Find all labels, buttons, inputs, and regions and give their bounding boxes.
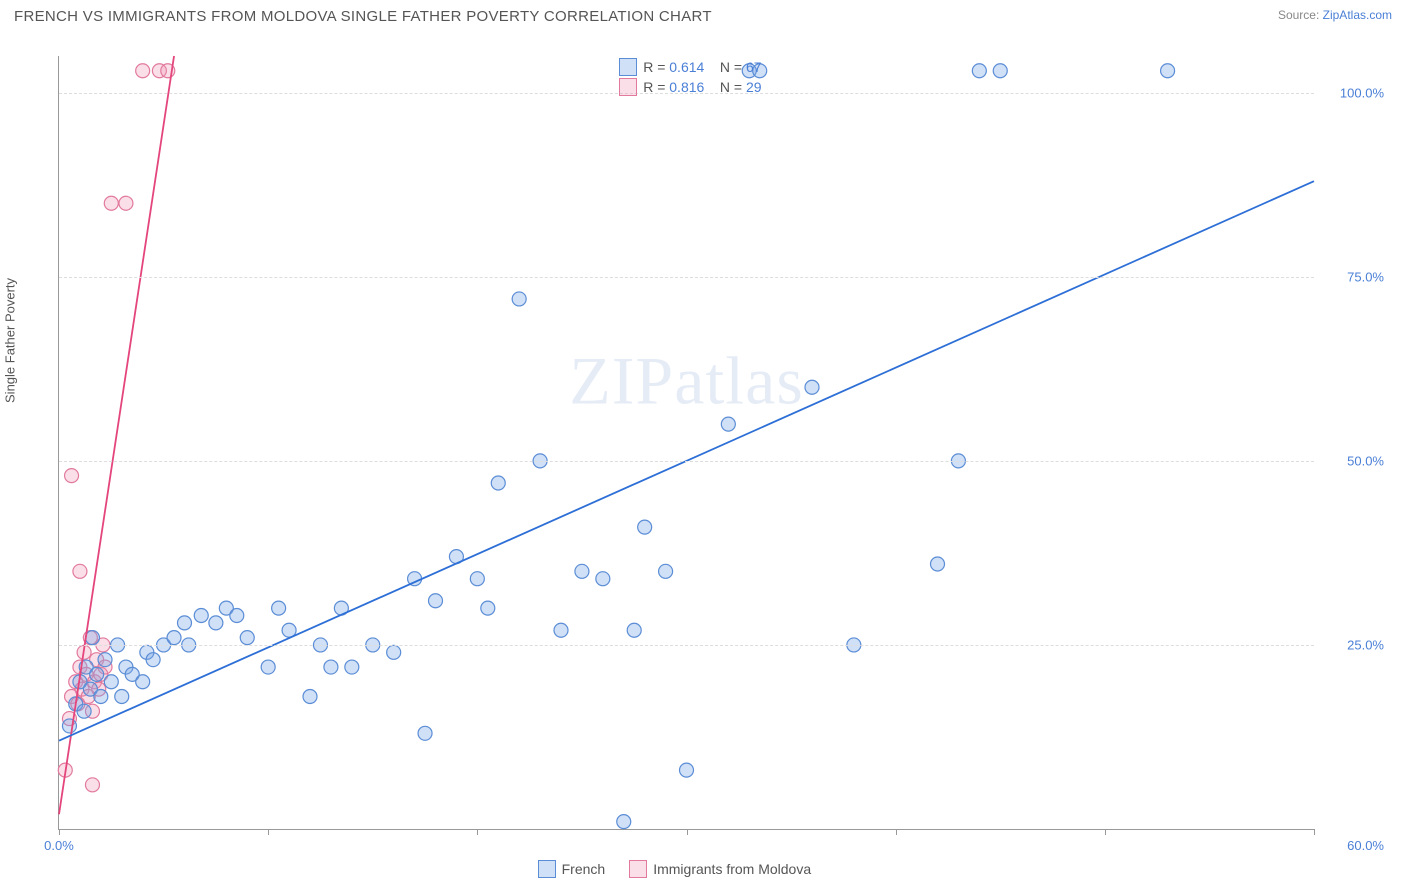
data-point (104, 196, 118, 210)
source-prefix: Source: (1278, 8, 1323, 22)
gridline (59, 461, 1314, 462)
data-point (418, 726, 432, 740)
x-tick-label: 0.0% (44, 838, 74, 853)
data-point (115, 689, 129, 703)
data-point (680, 763, 694, 777)
data-point (721, 417, 735, 431)
data-point (345, 660, 359, 674)
scatter-plot-svg (59, 56, 1314, 829)
data-point (575, 564, 589, 578)
data-point (230, 609, 244, 623)
data-point (596, 572, 610, 586)
legend-series: French Immigrants from Moldova (538, 860, 812, 878)
chart-title: FRENCH VS IMMIGRANTS FROM MOLDOVA SINGLE… (14, 8, 712, 25)
data-point (303, 689, 317, 703)
data-point (617, 815, 631, 829)
data-point (638, 520, 652, 534)
data-point (1161, 64, 1175, 78)
data-point (85, 778, 99, 792)
data-point (178, 616, 192, 630)
data-point (209, 616, 223, 630)
legend-label-french: French (562, 861, 606, 877)
data-point (387, 645, 401, 659)
legend-swatch-french (619, 58, 637, 76)
y-axis-label: Single Father Poverty (3, 278, 18, 403)
data-point (90, 667, 104, 681)
y-tick-label: 75.0% (1347, 269, 1384, 284)
data-point (65, 469, 79, 483)
x-tick (1314, 829, 1315, 835)
data-point (136, 675, 150, 689)
plot-area: ZIPatlas R = 0.614 N = 67 R = 0.816 (58, 56, 1314, 830)
x-tick (1105, 829, 1106, 835)
data-point (94, 689, 108, 703)
data-point (972, 64, 986, 78)
data-point (167, 631, 181, 645)
x-tick (896, 829, 897, 835)
y-tick-label: 100.0% (1340, 85, 1384, 100)
data-point (73, 564, 87, 578)
y-tick-label: 25.0% (1347, 637, 1384, 652)
data-point (659, 564, 673, 578)
data-point (805, 380, 819, 394)
gridline (59, 277, 1314, 278)
x-tick (477, 829, 478, 835)
data-point (627, 623, 641, 637)
x-tick-label: 60.0% (1347, 838, 1384, 853)
legend-row-french: R = 0.614 N = 67 (619, 58, 761, 76)
data-point (512, 292, 526, 306)
data-point (136, 64, 150, 78)
data-point (261, 660, 275, 674)
legend-row-moldova: R = 0.816 N = 29 (619, 78, 761, 96)
data-point (85, 631, 99, 645)
source-attribution: Source: ZipAtlas.com (1278, 8, 1392, 22)
legend-r-french: R = 0.614 N = 67 (643, 59, 761, 75)
data-point (194, 609, 208, 623)
legend-swatch-icon (629, 860, 647, 878)
data-point (104, 675, 118, 689)
gridline (59, 645, 1314, 646)
data-point (429, 594, 443, 608)
data-point (324, 660, 338, 674)
data-point (554, 623, 568, 637)
data-point (272, 601, 286, 615)
data-point (491, 476, 505, 490)
data-point (98, 653, 112, 667)
data-point (481, 601, 495, 615)
legend-r-moldova: R = 0.816 N = 29 (643, 79, 761, 95)
data-point (62, 719, 76, 733)
legend-swatch-icon (538, 860, 556, 878)
data-point (993, 64, 1007, 78)
x-tick (687, 829, 688, 835)
legend-label-moldova: Immigrants from Moldova (653, 861, 811, 877)
data-point (77, 704, 91, 718)
data-point (240, 631, 254, 645)
data-point (119, 196, 133, 210)
data-point (470, 572, 484, 586)
x-tick (268, 829, 269, 835)
data-point (146, 653, 160, 667)
legend-correlation: R = 0.614 N = 67 R = 0.816 N = 29 (611, 56, 769, 100)
legend-item-moldova: Immigrants from Moldova (629, 860, 811, 878)
data-point (931, 557, 945, 571)
x-tick (59, 829, 60, 835)
legend-swatch-moldova (619, 78, 637, 96)
y-tick-label: 50.0% (1347, 453, 1384, 468)
source-link[interactable]: ZipAtlas.com (1323, 8, 1392, 22)
legend-item-french: French (538, 860, 606, 878)
